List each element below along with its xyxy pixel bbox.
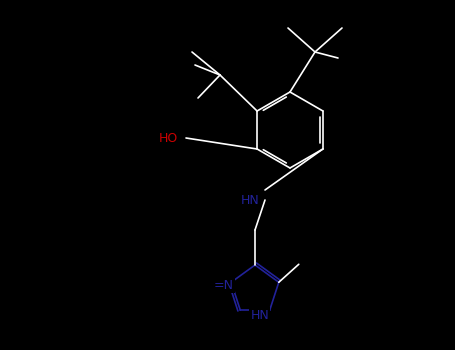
Text: =N: =N [213,279,233,292]
Text: HO: HO [158,132,177,145]
Text: HN: HN [241,195,259,208]
Text: HN: HN [250,309,269,322]
